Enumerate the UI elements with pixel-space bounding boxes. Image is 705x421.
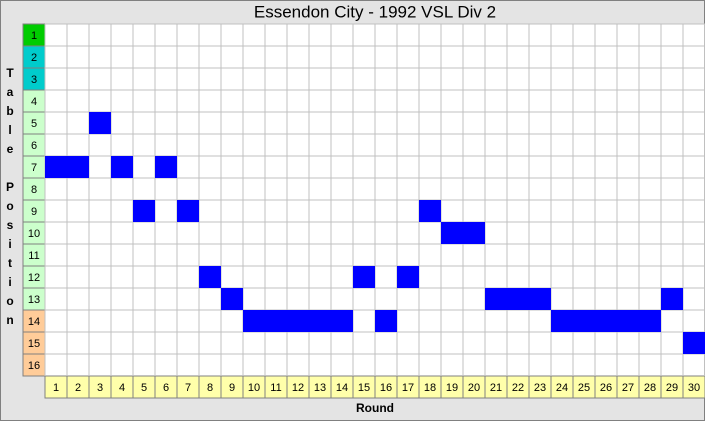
position-cell [243, 310, 265, 332]
x-tick-label: 24 [556, 382, 568, 394]
position-cell [309, 310, 331, 332]
y-axis-label: Table Position [3, 66, 17, 332]
position-cell [551, 310, 573, 332]
position-cell [529, 288, 551, 310]
x-tick-label: 27 [622, 382, 634, 394]
position-cell [45, 156, 67, 178]
y-tick-label: 12 [28, 272, 40, 284]
x-tick-label: 11 [270, 382, 281, 394]
y-tick-label: 11 [28, 250, 39, 262]
position-cell [111, 156, 133, 178]
x-tick-label: 20 [468, 382, 480, 394]
x-tick-label: 23 [534, 382, 546, 394]
x-tick-label: 16 [380, 382, 392, 394]
x-tick-label: 5 [141, 382, 147, 394]
position-cell [661, 288, 683, 310]
position-cell [419, 200, 441, 222]
position-cell [639, 310, 661, 332]
x-tick-label: 22 [512, 382, 524, 394]
y-tick-label: 14 [28, 316, 40, 328]
position-cell [463, 222, 485, 244]
x-axis-label: Round [356, 401, 394, 415]
x-tick-label: 15 [358, 382, 370, 394]
x-tick-label: 6 [163, 382, 169, 394]
position-cell [177, 200, 199, 222]
x-tick-label: 21 [490, 382, 502, 394]
y-tick-label: 10 [28, 228, 40, 240]
position-cell [485, 288, 507, 310]
position-cell [199, 266, 221, 288]
y-tick-label: 9 [31, 206, 37, 218]
position-cell [221, 288, 243, 310]
y-tick-label: 7 [31, 162, 37, 174]
x-tick-label: 2 [75, 382, 81, 394]
position-cell [353, 266, 375, 288]
x-tick-label: 10 [248, 382, 260, 394]
position-cell [89, 112, 111, 134]
y-tick-label: 16 [28, 360, 40, 372]
y-tick-label: 13 [28, 294, 40, 306]
position-cell [265, 310, 287, 332]
position-cell [441, 222, 463, 244]
position-cell [155, 156, 177, 178]
position-cell [507, 288, 529, 310]
position-cell [331, 310, 353, 332]
x-tick-label: 12 [292, 382, 304, 394]
y-tick-label: 5 [31, 118, 37, 130]
position-cell [397, 266, 419, 288]
position-cell [67, 156, 89, 178]
x-tick-label: 13 [314, 382, 326, 394]
y-tick-label: 3 [31, 74, 37, 86]
x-tick-label: 19 [446, 382, 458, 394]
y-tick-label: 6 [31, 140, 37, 152]
x-tick-label: 18 [424, 382, 436, 394]
x-tick-label: 9 [229, 382, 235, 394]
position-cell [133, 200, 155, 222]
y-tick-label: 1 [31, 30, 37, 42]
x-tick-label: 8 [207, 382, 213, 394]
chart-title: Essendon City - 1992 VSL Div 2 [254, 2, 496, 21]
x-tick-label: 25 [578, 382, 590, 394]
x-tick-label: 14 [336, 382, 348, 394]
x-tick-label: 17 [402, 382, 414, 394]
x-tick-label: 7 [185, 382, 191, 394]
x-tick-label: 30 [688, 382, 700, 394]
x-tick-label: 29 [666, 382, 678, 394]
y-tick-label: 2 [31, 52, 37, 64]
position-cell [287, 310, 309, 332]
x-tick-cell [682, 375, 705, 399]
x-tick-label: 3 [97, 382, 103, 394]
x-tick-label: 1 [53, 382, 59, 394]
position-cell [617, 310, 639, 332]
x-tick-label: 28 [644, 382, 656, 394]
x-tick-label: 26 [600, 382, 612, 394]
y-tick-label: 4 [31, 96, 37, 108]
position-cell [595, 310, 617, 332]
y-tick-label: 15 [28, 338, 40, 350]
position-cell [573, 310, 595, 332]
y-tick-label: 8 [31, 184, 37, 196]
x-tick-label: 4 [119, 382, 125, 394]
position-cell [375, 310, 397, 332]
position-cell [683, 332, 705, 354]
